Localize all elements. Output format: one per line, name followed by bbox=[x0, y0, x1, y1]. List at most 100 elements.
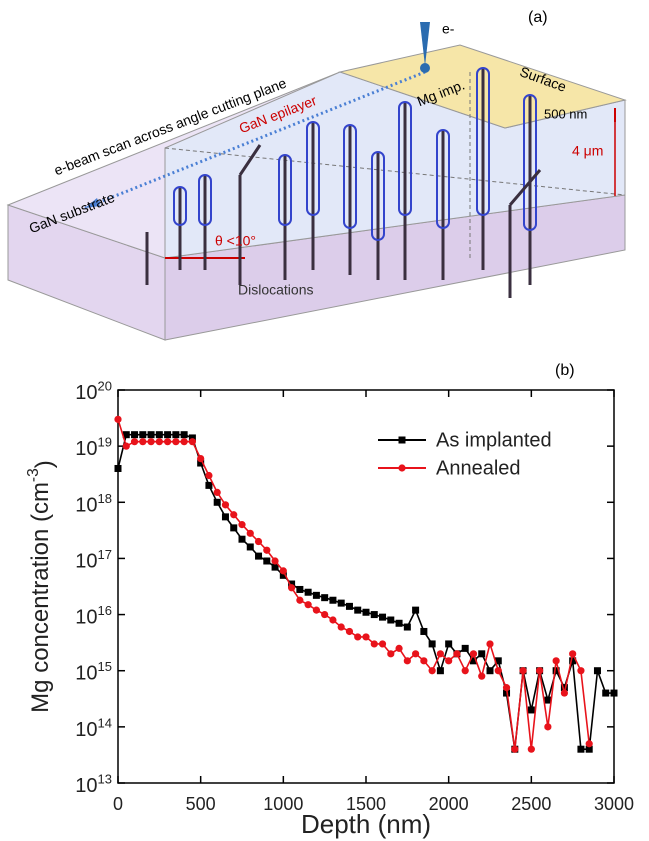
data-point bbox=[461, 667, 469, 675]
beam bbox=[420, 22, 430, 66]
implant-column bbox=[476, 67, 490, 216]
data-point bbox=[205, 481, 213, 489]
data-point bbox=[494, 657, 502, 665]
implant-column bbox=[398, 101, 412, 216]
data-point bbox=[527, 745, 535, 753]
data-point bbox=[230, 511, 238, 519]
diagram: (a) e- e-beam scan across angle cutting … bbox=[6, 9, 627, 341]
data-point bbox=[610, 689, 618, 697]
data-point bbox=[238, 535, 246, 543]
data-point bbox=[180, 438, 188, 446]
data-point bbox=[329, 616, 337, 624]
y-tick-label: 1015 bbox=[75, 660, 112, 685]
data-point bbox=[354, 633, 362, 641]
data-point bbox=[585, 740, 593, 748]
data-point bbox=[461, 644, 469, 652]
data-point bbox=[478, 650, 486, 658]
data-point bbox=[304, 601, 312, 609]
x-tick-label: 1000 bbox=[263, 794, 303, 814]
legend-label: Annealed bbox=[436, 457, 521, 479]
data-point bbox=[560, 689, 569, 697]
data-point bbox=[403, 623, 411, 631]
thickness-500: 500 nm bbox=[544, 106, 587, 121]
data-point bbox=[469, 650, 478, 658]
panel-label: (b) bbox=[555, 362, 575, 379]
data-point bbox=[230, 524, 238, 532]
implant-column bbox=[278, 154, 292, 226]
data-point bbox=[139, 438, 147, 446]
angle-label: θ <10° bbox=[215, 233, 256, 249]
data-point bbox=[486, 667, 494, 675]
data-point bbox=[130, 438, 139, 446]
data-point bbox=[271, 557, 279, 565]
data-point bbox=[602, 689, 610, 697]
data-point bbox=[387, 650, 395, 658]
data-point bbox=[445, 657, 453, 665]
data-point bbox=[114, 415, 122, 423]
data-point bbox=[403, 657, 411, 665]
y-tick-label: 1013 bbox=[75, 772, 112, 797]
implant-column bbox=[198, 174, 212, 226]
data-point bbox=[296, 585, 304, 593]
data-point bbox=[519, 667, 527, 675]
data-point bbox=[312, 606, 320, 614]
data-point bbox=[387, 616, 395, 624]
data-point bbox=[288, 584, 296, 592]
x-tick-label: 2000 bbox=[429, 794, 469, 814]
data-point bbox=[395, 644, 403, 652]
y-tick-label: 1017 bbox=[75, 547, 112, 572]
x-tick-label: 0 bbox=[113, 794, 123, 814]
data-point bbox=[502, 684, 511, 692]
data-point bbox=[395, 619, 403, 627]
data-point bbox=[453, 650, 461, 658]
y-tick-label: 1016 bbox=[75, 604, 112, 629]
data-point bbox=[569, 650, 577, 658]
implant-column bbox=[343, 124, 357, 229]
data-point bbox=[428, 667, 436, 675]
series-line bbox=[117, 419, 590, 750]
panel-label: (a) bbox=[528, 9, 548, 26]
data-point bbox=[337, 623, 345, 631]
data-point bbox=[122, 431, 130, 439]
x-tick-label: 500 bbox=[186, 794, 216, 814]
data-point bbox=[147, 438, 155, 446]
data-point bbox=[155, 431, 163, 439]
data-point bbox=[569, 657, 577, 665]
implant-column bbox=[523, 94, 537, 231]
data-point bbox=[552, 657, 560, 665]
data-point bbox=[246, 529, 254, 537]
data-point bbox=[412, 606, 420, 614]
implant-column bbox=[173, 186, 187, 226]
thickness-4um: 4 μm bbox=[572, 143, 603, 159]
legend-marker bbox=[398, 436, 406, 444]
data-point bbox=[164, 431, 172, 439]
data-point bbox=[527, 706, 535, 714]
data-point bbox=[445, 640, 453, 648]
scan-arrowhead bbox=[85, 198, 100, 208]
pillars bbox=[145, 67, 542, 298]
data-point bbox=[412, 650, 420, 658]
data-point bbox=[379, 613, 387, 621]
x-axis-label: Depth (nm) bbox=[301, 809, 431, 839]
dislocations-label: Dislocations bbox=[238, 282, 313, 298]
data-point bbox=[436, 650, 444, 658]
implant-column bbox=[306, 121, 320, 216]
data-point bbox=[255, 552, 263, 560]
data-point bbox=[420, 657, 428, 665]
data-point bbox=[213, 498, 221, 506]
data-point bbox=[362, 633, 370, 641]
data-point bbox=[197, 459, 205, 467]
data-point bbox=[197, 454, 205, 463]
electron-label: e- bbox=[442, 21, 455, 37]
y-tick-label: 1019 bbox=[75, 435, 112, 460]
data-point bbox=[155, 438, 163, 446]
x-tick-label: 2500 bbox=[511, 794, 551, 814]
data-point bbox=[469, 657, 477, 665]
data-point bbox=[362, 608, 370, 616]
data-point bbox=[254, 537, 263, 546]
data-point bbox=[271, 563, 279, 571]
data-point bbox=[221, 513, 229, 521]
dislocation bbox=[238, 144, 262, 176]
y-tick-label: 1018 bbox=[75, 491, 112, 516]
